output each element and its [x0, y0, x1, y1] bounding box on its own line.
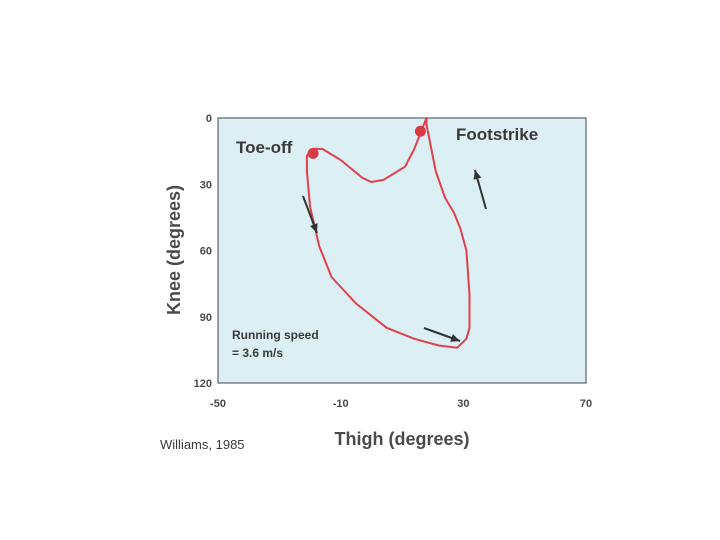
- arrowhead-icon: [310, 223, 318, 233]
- footstrike-label: Footstrike: [456, 125, 538, 144]
- x-axis-title: Thigh (degrees): [334, 429, 469, 449]
- source-citation: Williams, 1985: [160, 437, 245, 452]
- x-tick-label: 30: [457, 398, 469, 410]
- arrowhead-icon: [450, 334, 460, 342]
- y-tick-label: 0: [206, 113, 212, 125]
- event-marker: [414, 125, 426, 137]
- x-tick-label: -10: [333, 398, 349, 410]
- x-tick-label: -50: [210, 398, 226, 410]
- y-tick-label: 120: [194, 378, 212, 390]
- running-speed-note-line2: = 3.6 m/s: [232, 346, 283, 360]
- x-tick-label: 70: [580, 398, 592, 410]
- direction-arrows: [302, 169, 487, 342]
- y-tick-label: 30: [200, 179, 212, 191]
- gait-cycle-curve: [305, 117, 471, 349]
- arrowhead-icon: [473, 170, 482, 180]
- plot-area: [217, 117, 587, 384]
- toe-off-label: Toe-off: [236, 138, 293, 157]
- y-tick-label: 60: [200, 246, 212, 258]
- event-marker: [307, 147, 319, 159]
- y-axis-title: Knee (degrees): [164, 185, 184, 315]
- running-speed-note-line1: Running speed: [232, 328, 319, 342]
- y-tick-label: 90: [200, 312, 212, 324]
